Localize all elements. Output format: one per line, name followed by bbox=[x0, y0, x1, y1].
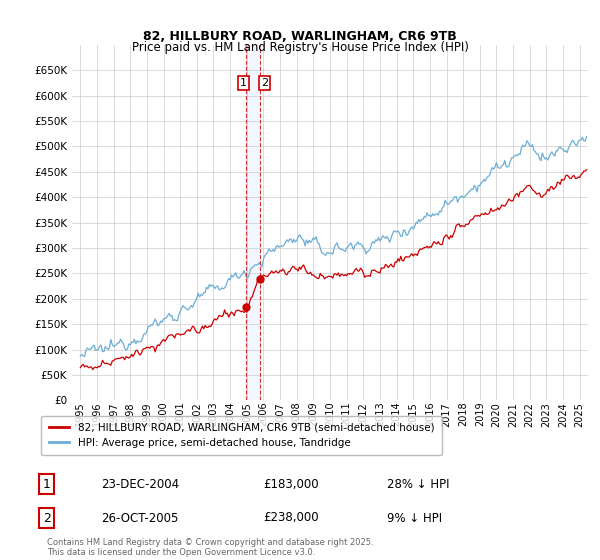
Text: 26-OCT-2005: 26-OCT-2005 bbox=[101, 511, 178, 525]
Text: 82, HILLBURY ROAD, WARLINGHAM, CR6 9TB: 82, HILLBURY ROAD, WARLINGHAM, CR6 9TB bbox=[143, 30, 457, 43]
Text: £238,000: £238,000 bbox=[263, 511, 319, 525]
Text: 23-DEC-2004: 23-DEC-2004 bbox=[101, 478, 179, 491]
Text: 2: 2 bbox=[261, 78, 268, 88]
Text: 1: 1 bbox=[240, 78, 247, 88]
Text: 1: 1 bbox=[43, 478, 51, 491]
Bar bbox=[246, 45, 260, 400]
Text: 9% ↓ HPI: 9% ↓ HPI bbox=[387, 511, 442, 525]
Text: £183,000: £183,000 bbox=[263, 478, 319, 491]
Text: 2: 2 bbox=[43, 511, 51, 525]
Legend: 82, HILLBURY ROAD, WARLINGHAM, CR6 9TB (semi-detached house), HPI: Average price: 82, HILLBURY ROAD, WARLINGHAM, CR6 9TB (… bbox=[41, 416, 442, 455]
Text: Contains HM Land Registry data © Crown copyright and database right 2025.
This d: Contains HM Land Registry data © Crown c… bbox=[47, 538, 373, 557]
Text: 28% ↓ HPI: 28% ↓ HPI bbox=[387, 478, 449, 491]
Text: Price paid vs. HM Land Registry's House Price Index (HPI): Price paid vs. HM Land Registry's House … bbox=[131, 41, 469, 54]
